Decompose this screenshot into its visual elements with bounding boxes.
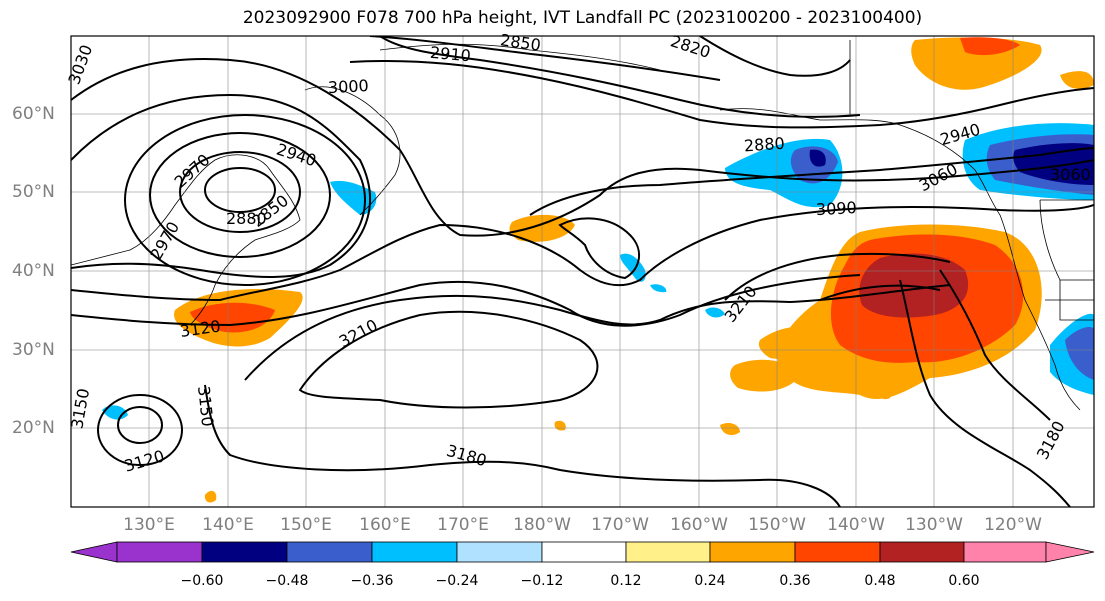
lon-label: 180°W <box>513 515 571 535</box>
lat-label: 60°N <box>12 104 55 124</box>
lon-label: 160°E <box>359 515 411 535</box>
contour-label: 2910 <box>429 43 471 65</box>
colorbar-tick-label: 0.12 <box>610 573 642 589</box>
map-title: 2023092900 F078 700 hPa height, IVT Land… <box>242 8 923 28</box>
colorbar-tick-label: −0.60 <box>180 573 224 589</box>
map-frame <box>70 35 1095 508</box>
lat-label: 40°N <box>12 261 55 281</box>
contour-label: 2850 <box>248 191 292 231</box>
contour-label: 2880 <box>743 134 785 156</box>
colorbar-tick-label: −0.36 <box>350 573 394 589</box>
contour-label: 3180 <box>444 441 488 470</box>
contour-label: 2880 <box>226 209 267 228</box>
colorbar-high-extension <box>1045 541 1095 563</box>
colorbar <box>70 541 1095 563</box>
lon-label: 140°W <box>827 515 885 535</box>
colorbar-bin <box>201 541 288 563</box>
contour-label: 2940 <box>274 140 319 171</box>
contour-label: 2970 <box>171 150 214 191</box>
lon-label: 120°W <box>984 515 1042 535</box>
colorbar-bin <box>116 541 203 563</box>
colorbar-tick-label: 0.60 <box>948 573 980 589</box>
colorbar-bin <box>371 541 458 563</box>
colorbar-low-extension <box>70 541 118 563</box>
lon-label: 140°E <box>202 515 254 535</box>
colorbar-bin <box>794 541 881 563</box>
colorbar-tick-label: 0.36 <box>779 573 811 589</box>
height-contours <box>71 36 1094 507</box>
colorbar-bin <box>456 541 543 563</box>
contour-label: 3090 <box>816 198 858 219</box>
colorbar-bin <box>879 541 965 563</box>
colorbar-tick-label: 0.24 <box>694 573 726 589</box>
lat-label: 20°N <box>12 418 55 438</box>
colorbar-bin <box>541 541 627 563</box>
colorbar-bin <box>625 541 711 563</box>
contour-label: 3180 <box>1033 418 1069 463</box>
colorbar-tick-label: −0.12 <box>520 573 564 589</box>
colorbar-tick-label: −0.48 <box>265 573 309 589</box>
contour-label: 3060 <box>1050 165 1091 184</box>
ivt-shading <box>102 37 1094 503</box>
colorbar-bin <box>286 541 373 563</box>
lon-label: 150°W <box>748 515 806 535</box>
contour-label: 3030 <box>64 42 96 87</box>
lon-label: 170°E <box>437 515 489 535</box>
lon-label: 130°W <box>905 515 963 535</box>
contour-label: 3150 <box>194 385 217 427</box>
lon-label: 150°E <box>280 515 332 535</box>
contour-label: 3000 <box>328 76 370 97</box>
contour-label: 3210 <box>336 315 381 351</box>
contour-label: 3120 <box>122 446 166 475</box>
colorbar-bin <box>963 541 1047 563</box>
lon-label: 170°W <box>591 515 649 535</box>
lon-label: 160°W <box>670 515 728 535</box>
colorbar-tick-label: 0.48 <box>864 573 896 589</box>
colorbar-bin <box>709 541 796 563</box>
lon-label: 130°E <box>123 515 175 535</box>
lat-label: 30°N <box>12 340 55 360</box>
lat-label: 50°N <box>12 182 55 202</box>
colorbar-tick-label: −0.24 <box>435 573 479 589</box>
